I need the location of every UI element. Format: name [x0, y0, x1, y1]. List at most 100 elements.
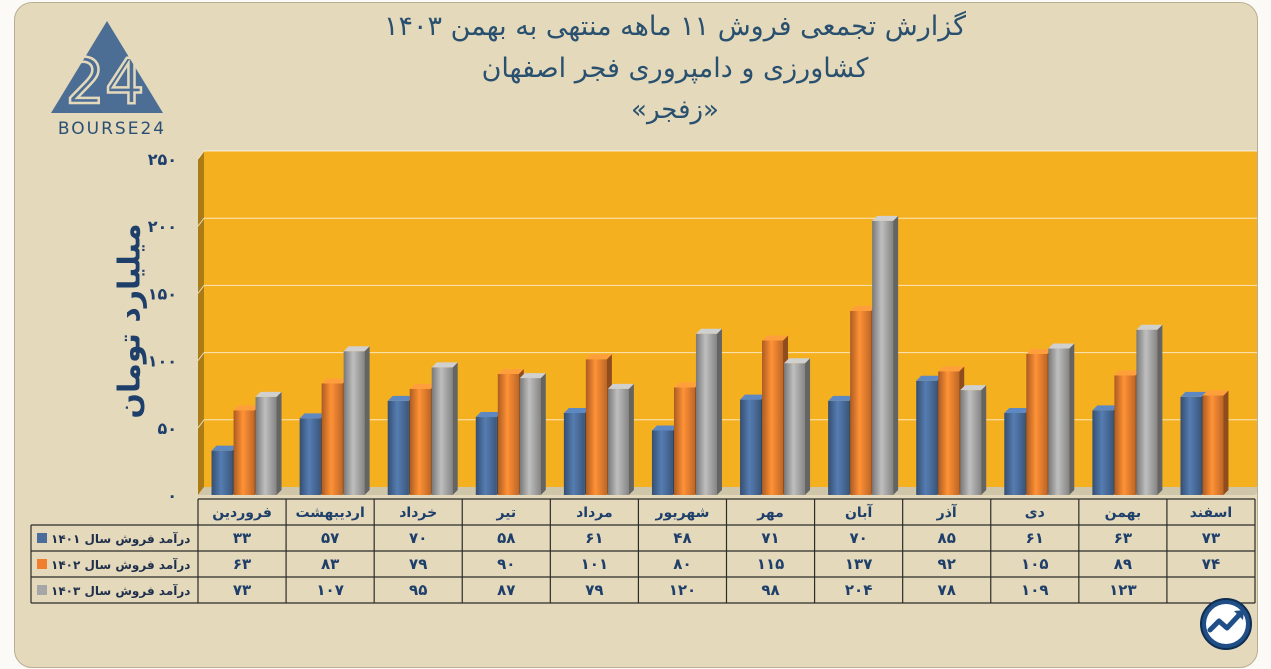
- bar-front: [916, 380, 938, 495]
- bar: [872, 215, 899, 495]
- x-tick-label: دی: [1025, 505, 1045, 521]
- data-label: ۸۰: [673, 555, 691, 573]
- bar-side: [716, 328, 722, 495]
- bar-top: [1048, 343, 1075, 349]
- x-tick-label: تیر: [495, 505, 516, 521]
- x-tick-label: اسفند: [1190, 505, 1232, 521]
- legend-swatch: [37, 533, 47, 543]
- x-tick-label: آذر: [936, 503, 958, 521]
- data-label: ۸۷: [497, 581, 515, 599]
- bar-side: [893, 215, 899, 495]
- data-label: ۶۱: [585, 529, 603, 547]
- plot-floor: [198, 487, 1257, 495]
- data-label: ۵۷: [321, 529, 339, 547]
- data-label: ۵۸: [497, 529, 515, 547]
- bar-front: [673, 387, 695, 495]
- gridline-side: [197, 217, 205, 227]
- bar: [1048, 343, 1075, 495]
- legend-label: درآمد فروش سال ۱۴۰۱: [51, 531, 190, 547]
- data-label: ۹۲: [938, 555, 956, 573]
- bar-front: [255, 396, 277, 495]
- data-label: ۷۰: [409, 529, 427, 547]
- y-tick-label: ۵۰: [157, 419, 177, 438]
- bar-top: [409, 383, 436, 389]
- bar-front: [519, 378, 541, 495]
- bar-top: [960, 385, 987, 391]
- x-tick-label: مهر: [756, 505, 784, 521]
- bar-front: [1004, 413, 1026, 495]
- chart: ۰ ۵۰ ۱۰۰ ۱۵۰ ۲۰۰ ۲۵۰ فروردین اردیبهشت خرداد تیر مر…: [30, 150, 1257, 604]
- bourse24-logo-icon: 24: [51, 21, 163, 117]
- bar-front: [321, 383, 343, 495]
- data-label: ۳۳: [233, 529, 251, 547]
- bar-top: [1026, 348, 1053, 354]
- bar-top: [695, 328, 722, 334]
- data-label: ۱۲۰: [669, 581, 696, 599]
- bar-front: [233, 410, 255, 495]
- bar-side: [364, 346, 370, 495]
- data-label: ۸۳: [321, 555, 339, 573]
- bar-front: [1048, 348, 1070, 495]
- bar-front: [409, 388, 431, 495]
- bar-front: [695, 333, 717, 495]
- data-label: ۷۴: [1202, 555, 1220, 573]
- bar-front: [431, 367, 453, 495]
- bar-side: [540, 373, 546, 495]
- bar-top: [651, 425, 678, 431]
- x-tick-label: شهریور: [655, 505, 710, 521]
- x-tick-label: اردیبهشت: [295, 505, 364, 521]
- bar-top: [607, 383, 634, 389]
- gridline-side: [197, 419, 205, 429]
- bar-top: [850, 305, 877, 311]
- bar-top: [916, 375, 943, 381]
- bar: [1202, 390, 1229, 495]
- bar-front: [343, 351, 365, 495]
- bar-top: [475, 412, 502, 418]
- y-tick-label: ۲۵۰: [148, 150, 177, 169]
- bar-top: [938, 366, 965, 372]
- bar-top: [233, 405, 260, 411]
- legend-swatch: [37, 585, 47, 595]
- data-label: ۱۲۳: [1109, 581, 1136, 599]
- data-label: ۸۹: [1114, 555, 1132, 573]
- data-label: ۶۱: [1026, 529, 1044, 547]
- bar-side: [981, 385, 987, 495]
- bar-front: [211, 450, 233, 495]
- bar-top: [255, 391, 282, 397]
- bar-front: [387, 400, 409, 495]
- bar-top: [1180, 391, 1207, 397]
- bar-front: [1180, 396, 1202, 495]
- bar-top: [1092, 405, 1119, 411]
- plot-background: [204, 151, 1257, 487]
- bar-top: [828, 395, 855, 401]
- x-tick-label: مرداد: [576, 505, 613, 521]
- chart-ticker: «زفجر»: [631, 95, 719, 125]
- bar: [695, 328, 722, 495]
- bar: [519, 373, 546, 495]
- bar-side: [805, 358, 811, 495]
- bar: [784, 358, 811, 495]
- data-label: ۱۰۷: [316, 581, 343, 599]
- chart-frame: ۰ ۵۰ ۱۰۰ ۱۵۰ ۲۰۰ ۲۵۰ فروردین اردیبهشت خرداد تیر مر…: [14, 2, 1258, 668]
- data-label: ۷۹: [585, 581, 603, 599]
- bar-front: [563, 413, 585, 495]
- bar: [255, 391, 282, 495]
- bar-top: [872, 215, 899, 221]
- data-label: ۱۱۵: [757, 555, 784, 573]
- bar-top: [1202, 390, 1229, 396]
- legend-label: درآمد فروش سال ۱۴۰۳: [51, 583, 190, 599]
- y-axis-label: میلیارد تومان: [112, 223, 148, 419]
- bar-top: [343, 346, 370, 352]
- bar-front: [475, 417, 497, 495]
- bar-top: [321, 378, 348, 384]
- bar-front: [1026, 353, 1048, 495]
- bar-side: [1069, 343, 1075, 495]
- gridline-side: [197, 285, 205, 294]
- bar-front: [740, 399, 762, 495]
- bar-side: [628, 383, 634, 495]
- gridline-side: [197, 150, 205, 160]
- data-label: ۶۳: [1114, 529, 1132, 547]
- bar-top: [585, 354, 612, 360]
- logo-text: BOURSE24: [57, 119, 167, 139]
- bar-front: [784, 363, 806, 495]
